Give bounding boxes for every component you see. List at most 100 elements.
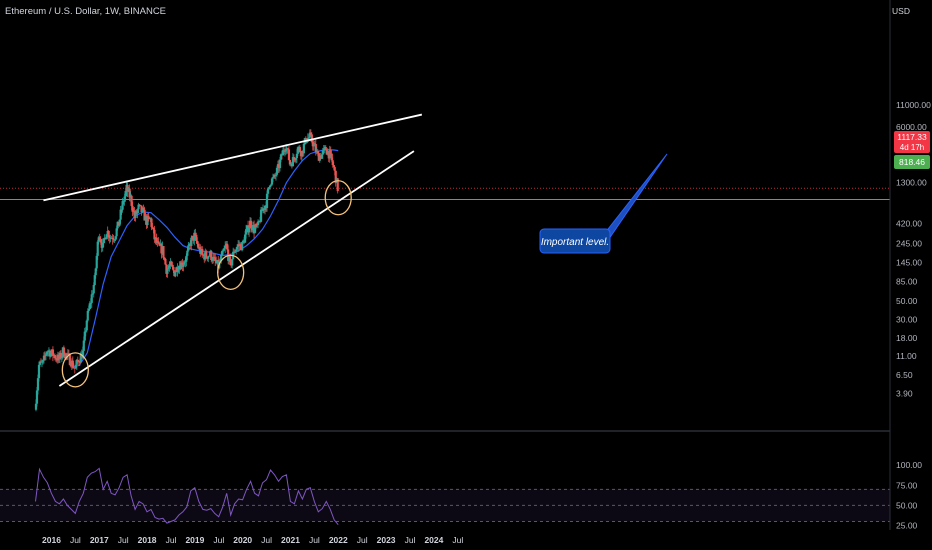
candle-body: [187, 245, 190, 251]
rsi-scale[interactable]: 100.00 75.00 50.00 25.00: [896, 460, 922, 530]
candle-body: [321, 150, 324, 155]
time-axis-label: Jul: [405, 535, 416, 545]
candle-body: [310, 134, 313, 142]
candle-body: [282, 150, 286, 152]
time-axis-label: 2019: [185, 535, 204, 545]
candle-body: [190, 237, 193, 246]
price-tick-label: 420.00: [896, 219, 922, 229]
candle-body: [221, 250, 224, 256]
candle-body: [131, 205, 134, 212]
candle-body: [210, 251, 213, 260]
candle-body: [45, 351, 49, 355]
price-tick-label: 245.00: [896, 238, 922, 248]
time-axis-label: Jul: [118, 535, 129, 545]
candle-body: [123, 196, 126, 202]
candle-body: [126, 184, 129, 192]
candle-body: [309, 132, 312, 135]
candle-body: [208, 255, 211, 257]
candle-body: [167, 267, 170, 269]
candle-body: [281, 150, 285, 156]
candle-body: [83, 331, 86, 341]
candle-body: [53, 355, 57, 359]
candle-body: [172, 267, 175, 271]
price-tick-label: 1300.00: [896, 178, 927, 188]
candle-body: [235, 249, 238, 252]
candle-body: [259, 209, 263, 222]
candle-body: [229, 256, 232, 262]
candle-body: [166, 268, 169, 274]
candle-body: [46, 351, 50, 353]
candle-body: [222, 250, 225, 252]
candle-body: [292, 157, 296, 160]
candle-body: [85, 320, 88, 331]
candle-body: [40, 361, 44, 363]
candle-body: [86, 310, 89, 321]
candle-body: [168, 265, 171, 268]
candle-body: [93, 275, 96, 286]
bar-countdown: 4d 17h: [900, 143, 924, 152]
candle-body: [274, 174, 278, 176]
candle-body: [78, 362, 81, 364]
candle-body: [37, 364, 41, 379]
price-tick-label: 3.90: [896, 389, 913, 399]
candle-body: [43, 355, 47, 357]
time-axis[interactable]: 2016 Jul 2017 Jul 2018 Jul 2019 Jul 2020 Jul 2021 J…: [42, 535, 463, 545]
candle-body: [92, 285, 95, 294]
candle-body: [271, 177, 275, 179]
candle-body: [142, 207, 145, 210]
candle-body: [291, 157, 295, 167]
candle-body: [312, 143, 315, 147]
candle-body: [220, 255, 223, 261]
candle-body: [272, 175, 276, 178]
callout-box[interactable]: [539, 228, 611, 254]
candle-body: [113, 239, 116, 241]
candle-body: [155, 237, 158, 243]
candle-body: [102, 238, 105, 243]
candle-body: [224, 245, 227, 249]
highlight-circle[interactable]: [324, 180, 352, 216]
candle-body: [223, 248, 226, 251]
time-axis-label: 2022: [329, 535, 348, 545]
symbol-title[interactable]: Ethereum / U.S. Dollar, 1W, BINANCE: [5, 6, 167, 17]
candle-body: [194, 232, 197, 236]
candle-body: [186, 250, 189, 256]
candle-body: [111, 237, 114, 240]
candle-body: [247, 227, 251, 233]
candle-body: [270, 178, 274, 185]
candle-body: [268, 185, 272, 188]
candle-body: [105, 234, 108, 240]
candle-body: [284, 148, 288, 152]
time-axis-label: 2024: [424, 535, 443, 545]
candle-body: [219, 260, 222, 262]
upper-resistance-trendline[interactable]: [43, 113, 423, 202]
time-axis-label: 2017: [90, 535, 109, 545]
candle-body: [162, 246, 165, 258]
candle-body: [44, 354, 48, 356]
candle-body: [201, 248, 204, 255]
candle-body: [88, 303, 91, 310]
time-axis-label: Jul: [213, 535, 224, 545]
candle-body: [265, 193, 269, 209]
candle-body: [195, 235, 198, 241]
candle-body: [74, 364, 77, 369]
candle-body: [71, 360, 74, 368]
candle-body: [241, 242, 244, 251]
candle-body: [226, 243, 229, 250]
candle-body: [49, 352, 53, 357]
candle-body: [231, 259, 234, 266]
price-tick-label: 85.00: [896, 277, 918, 287]
price-tick-label: 30.00: [896, 315, 918, 325]
highlight-circle[interactable]: [217, 254, 245, 291]
candle-body: [329, 150, 332, 154]
moving-average-line: [71, 148, 339, 369]
candle-body: [96, 241, 99, 256]
candle-body: [95, 255, 98, 269]
candle-body: [283, 151, 287, 153]
lower-support-trendline[interactable]: [58, 150, 415, 387]
candle-body: [295, 153, 298, 159]
candle-body: [120, 209, 123, 211]
candle-body: [94, 268, 97, 276]
candle-body: [99, 239, 102, 243]
highlight-circle[interactable]: [61, 352, 89, 388]
